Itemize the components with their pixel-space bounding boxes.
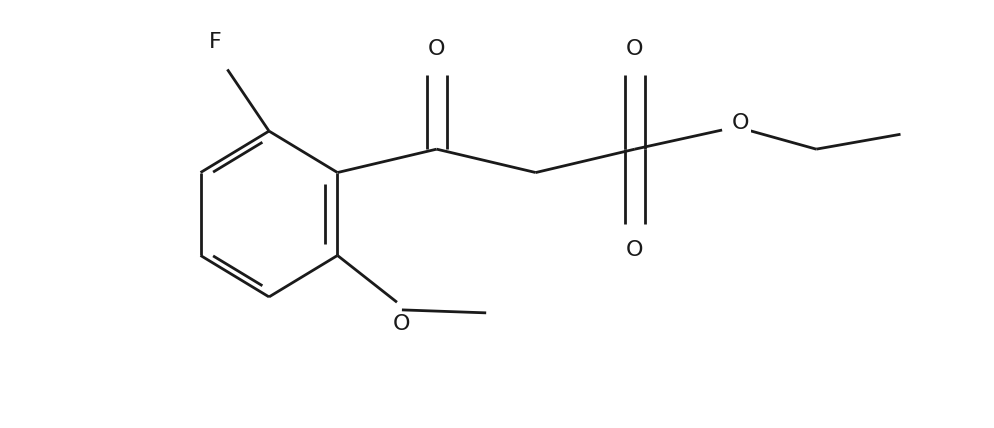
Text: O: O: [732, 113, 749, 133]
Text: F: F: [209, 33, 222, 52]
Text: O: O: [394, 314, 411, 334]
Text: O: O: [626, 39, 643, 59]
Text: O: O: [626, 240, 643, 260]
Text: O: O: [427, 39, 445, 59]
